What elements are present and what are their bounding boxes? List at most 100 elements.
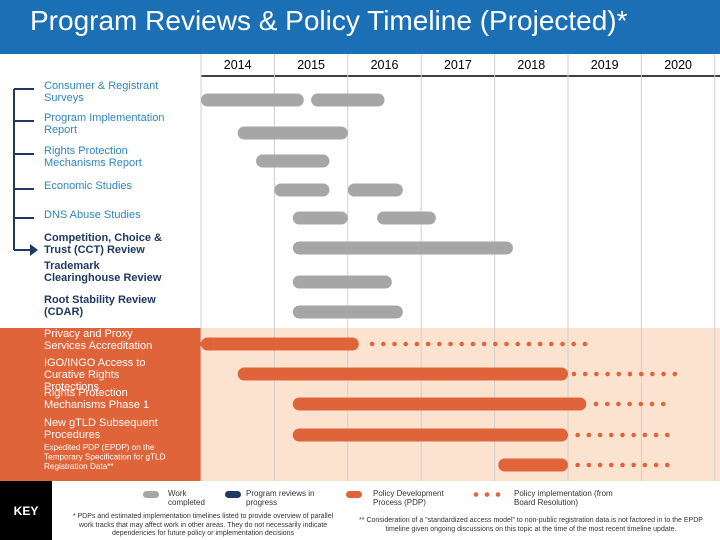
implementation-dot <box>582 341 588 347</box>
implementation-dot <box>459 341 465 347</box>
review-bar <box>292 305 403 319</box>
implementation-dot <box>661 371 666 377</box>
row-label: DNS Abuse Studies <box>44 209 141 221</box>
review-bar <box>256 154 330 168</box>
implementation-dot <box>594 371 599 377</box>
implementation-dot <box>392 341 397 347</box>
footnote-right: ** Consideration of a "standardized acce… <box>359 517 703 533</box>
review-bar <box>311 93 385 107</box>
implementation-dot <box>425 341 431 347</box>
review-bar <box>237 126 348 140</box>
implementation-dot <box>504 341 509 347</box>
implementation-dot <box>620 432 625 438</box>
title-bar <box>0 0 720 54</box>
pdp-bar <box>201 337 359 351</box>
implementation-dot <box>381 341 386 347</box>
implementation-dot <box>403 341 409 347</box>
implementation-dot <box>672 371 678 377</box>
row-label: Rights Protection Mechanisms Report <box>44 145 142 169</box>
key-swatches <box>143 491 501 498</box>
key-swatch-in-progress <box>225 491 241 498</box>
implementation-dot <box>627 401 632 407</box>
row-label: Rights Protection Mechanisms Phase 1 <box>44 387 149 411</box>
review-bar <box>274 183 330 197</box>
row-label: Consumer & Registrant Surveys <box>44 80 158 104</box>
implementation-dot <box>608 462 614 468</box>
implementation-dot <box>653 462 659 468</box>
implementation-dot <box>649 401 655 407</box>
implementation-dot <box>369 341 375 347</box>
implementation-dot <box>526 341 532 347</box>
year-label: 2020 <box>664 58 692 72</box>
implementation-dot <box>627 371 633 377</box>
bracket-arrow-icon <box>30 244 38 256</box>
implementation-dot <box>586 432 592 438</box>
key-swatch-implementation-dot <box>484 492 490 497</box>
year-label: 2016 <box>371 58 399 72</box>
implementation-dot <box>470 341 476 347</box>
key-swatch-completed <box>143 491 159 498</box>
implementation-dot <box>575 462 580 468</box>
implementation-dot <box>571 371 577 377</box>
pdp-bar <box>292 428 568 442</box>
implementation-dot <box>638 401 644 407</box>
year-label: 2017 <box>444 58 472 72</box>
timeline-chart: 2014 2015 2016 2017 2018 2019 2020 Consumer & R… <box>0 54 720 481</box>
row-label: IGO/INGO Access to Curative Rights Protect… <box>44 357 145 393</box>
footnote-left: * PDPs and estimated implementation time… <box>72 513 334 537</box>
implementation-dot <box>575 432 580 438</box>
key-text-in-progress: Program reviews in progress <box>246 489 315 507</box>
review-bar <box>292 275 392 289</box>
implementation-dot <box>414 341 420 347</box>
implementation-dot <box>631 462 636 468</box>
implementation-dot <box>664 462 670 468</box>
row-label: Root Stability Review (CDAR) <box>44 294 156 318</box>
pdp-bar <box>292 397 587 411</box>
row-label: New gTLD Subsequent Procedures <box>44 417 158 441</box>
implementation-dot <box>642 432 648 438</box>
key-text-pdp: Policy Development Process (PDP) <box>373 489 444 507</box>
implementation-dot <box>481 341 487 347</box>
implementation-dot <box>597 432 603 438</box>
review-bar <box>201 93 304 107</box>
implementation-dot <box>605 371 610 377</box>
implementation-dot <box>537 341 543 347</box>
implementation-dot <box>650 371 655 377</box>
implementation-dot <box>660 401 666 407</box>
key-swatch-pdp <box>346 491 362 498</box>
implementation-dot <box>631 432 636 438</box>
review-bar <box>292 211 348 225</box>
implementation-dot <box>515 341 521 347</box>
left-arrow-icon <box>197 337 211 351</box>
key-text-completed: Work completed <box>168 489 205 507</box>
key-text-implementation: Policy implementation (from Board Resolu… <box>514 489 613 507</box>
row-label: Trademark Clearinghouse Review <box>44 260 162 284</box>
pdp-bar <box>498 458 568 472</box>
row-label: Economic Studies <box>44 180 133 192</box>
implementation-dot <box>653 432 659 438</box>
implementation-dot <box>549 341 554 347</box>
key-swatch-implementation-dot <box>495 492 501 497</box>
review-bar <box>377 211 436 225</box>
implementation-dot <box>608 432 614 438</box>
implementation-dot <box>664 432 670 438</box>
implementation-dot <box>448 341 453 347</box>
implementation-dot <box>593 401 599 407</box>
implementation-dot <box>560 341 565 347</box>
review-bar <box>347 183 403 197</box>
pdp-label-band <box>0 328 201 481</box>
implementation-dot <box>604 401 610 407</box>
pdp-bar <box>237 367 568 381</box>
row-label: Program Implementation Report <box>44 112 164 136</box>
key-swatch-implementation-dot <box>473 492 479 497</box>
implementation-dot <box>620 462 625 468</box>
implementation-dot <box>616 401 621 407</box>
year-label: 2015 <box>297 58 325 72</box>
year-label: 2019 <box>591 58 619 72</box>
key-bar <box>0 481 720 540</box>
row-label: Expedited PDP (EPDP) on the Temporary Spe… <box>44 443 166 471</box>
implementation-dot <box>571 341 577 347</box>
year-label: 2018 <box>517 58 545 72</box>
page-title: Program Reviews & Policy Timeline (Proje… <box>30 5 628 36</box>
implementation-dot <box>597 462 603 468</box>
